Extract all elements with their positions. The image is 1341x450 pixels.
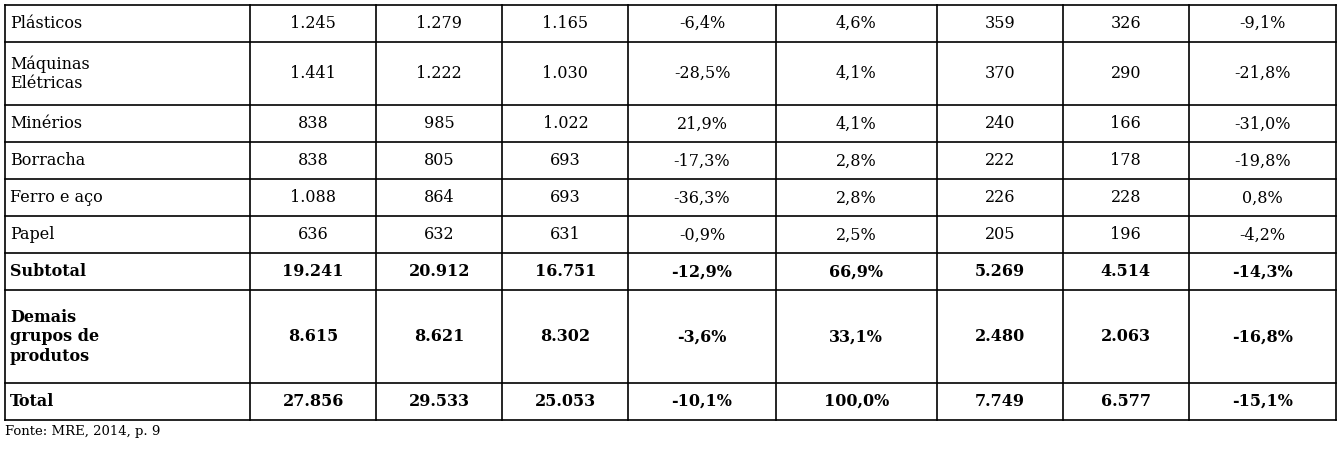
Text: 8.302: 8.302 [540, 328, 590, 345]
Text: Ferro e aço: Ferro e aço [9, 189, 103, 207]
Text: 693: 693 [550, 153, 581, 169]
Text: 1.022: 1.022 [543, 115, 589, 132]
Text: -9,1%: -9,1% [1239, 15, 1286, 32]
Text: 226: 226 [984, 189, 1015, 207]
Text: 1.222: 1.222 [417, 65, 463, 82]
Text: 7.749: 7.749 [975, 393, 1025, 410]
Text: Máquinas
Elétricas: Máquinas Elétricas [9, 55, 90, 92]
Text: 240: 240 [984, 115, 1015, 132]
Text: 2,5%: 2,5% [835, 226, 877, 243]
Text: 805: 805 [424, 153, 455, 169]
Text: 6.577: 6.577 [1101, 393, 1151, 410]
Text: -36,3%: -36,3% [673, 189, 731, 207]
Text: Borracha: Borracha [9, 153, 86, 169]
Text: -12,9%: -12,9% [672, 263, 732, 280]
Text: 25.053: 25.053 [535, 393, 595, 410]
Text: 370: 370 [984, 65, 1015, 82]
Text: 19.241: 19.241 [283, 263, 345, 280]
Text: Minérios: Minérios [9, 115, 82, 132]
Text: 838: 838 [298, 153, 329, 169]
Text: 636: 636 [298, 226, 329, 243]
Text: 631: 631 [550, 226, 581, 243]
Text: 16.751: 16.751 [535, 263, 597, 280]
Text: 1.088: 1.088 [290, 189, 337, 207]
Text: 228: 228 [1110, 189, 1141, 207]
Text: -17,3%: -17,3% [673, 153, 731, 169]
Text: -10,1%: -10,1% [672, 393, 732, 410]
Text: -0,9%: -0,9% [679, 226, 725, 243]
Text: 326: 326 [1110, 15, 1141, 32]
Text: 178: 178 [1110, 153, 1141, 169]
Text: 222: 222 [984, 153, 1015, 169]
Text: 290: 290 [1110, 65, 1141, 82]
Text: 2.480: 2.480 [975, 328, 1025, 345]
Text: 27.856: 27.856 [283, 393, 343, 410]
Text: Fonte: MRE, 2014, p. 9: Fonte: MRE, 2014, p. 9 [5, 425, 161, 438]
Text: 5.269: 5.269 [975, 263, 1025, 280]
Text: 4,6%: 4,6% [835, 15, 877, 32]
Text: 2.063: 2.063 [1101, 328, 1151, 345]
Text: 33,1%: 33,1% [829, 328, 884, 345]
Text: 0,8%: 0,8% [1242, 189, 1283, 207]
Text: 205: 205 [984, 226, 1015, 243]
Text: Plásticos: Plásticos [9, 15, 82, 32]
Text: 100,0%: 100,0% [823, 393, 889, 410]
Text: 196: 196 [1110, 226, 1141, 243]
Text: 1.245: 1.245 [290, 15, 337, 32]
Text: -3,6%: -3,6% [677, 328, 727, 345]
Text: -6,4%: -6,4% [679, 15, 725, 32]
Text: Subtotal: Subtotal [9, 263, 86, 280]
Text: 4,1%: 4,1% [835, 115, 877, 132]
Text: -21,8%: -21,8% [1234, 65, 1290, 82]
Text: 20.912: 20.912 [409, 263, 471, 280]
Text: 2,8%: 2,8% [835, 189, 877, 207]
Text: 66,9%: 66,9% [829, 263, 884, 280]
Text: 1.279: 1.279 [416, 15, 463, 32]
Text: Demais
grupos de
produtos: Demais grupos de produtos [9, 309, 99, 365]
Text: 864: 864 [424, 189, 455, 207]
Text: -16,8%: -16,8% [1232, 328, 1293, 345]
Text: 4.514: 4.514 [1101, 263, 1151, 280]
Text: 359: 359 [984, 15, 1015, 32]
Text: Total: Total [9, 393, 54, 410]
Text: 8.621: 8.621 [414, 328, 464, 345]
Text: -14,3%: -14,3% [1232, 263, 1293, 280]
Text: -4,2%: -4,2% [1239, 226, 1286, 243]
Text: 1.165: 1.165 [542, 15, 589, 32]
Text: -15,1%: -15,1% [1232, 393, 1293, 410]
Text: 1.441: 1.441 [290, 65, 337, 82]
Text: 985: 985 [424, 115, 455, 132]
Text: Papel: Papel [9, 226, 55, 243]
Text: -28,5%: -28,5% [673, 65, 731, 82]
Text: 2,8%: 2,8% [835, 153, 877, 169]
Text: 4,1%: 4,1% [835, 65, 877, 82]
Text: 8.615: 8.615 [288, 328, 338, 345]
Text: 1.030: 1.030 [543, 65, 589, 82]
Text: 21,9%: 21,9% [676, 115, 728, 132]
Text: 29.533: 29.533 [409, 393, 469, 410]
Text: 632: 632 [424, 226, 455, 243]
Text: 166: 166 [1110, 115, 1141, 132]
Text: 693: 693 [550, 189, 581, 207]
Text: -31,0%: -31,0% [1234, 115, 1290, 132]
Text: 838: 838 [298, 115, 329, 132]
Text: -19,8%: -19,8% [1234, 153, 1291, 169]
